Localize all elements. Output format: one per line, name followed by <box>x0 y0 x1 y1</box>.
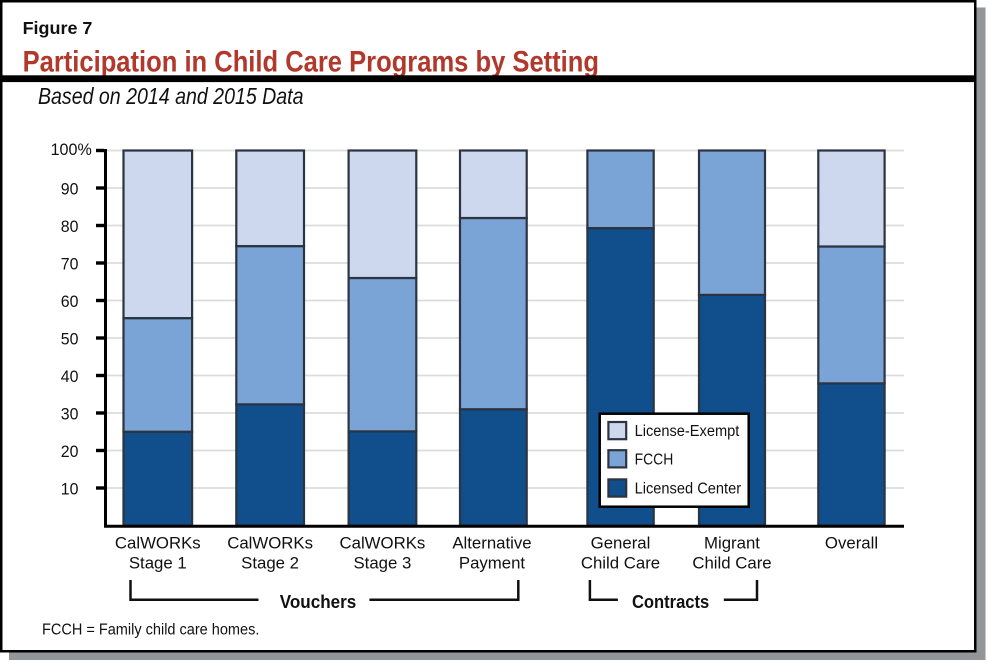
svg-text:Stage 2: Stage 2 <box>241 554 299 573</box>
svg-text:CalWORKs: CalWORKs <box>340 534 426 553</box>
svg-text:Licensed Center: Licensed Center <box>635 481 742 498</box>
svg-text:Overall: Overall <box>825 534 878 553</box>
svg-text:CalWORKs: CalWORKs <box>115 534 201 553</box>
svg-text:70: 70 <box>61 254 79 273</box>
svg-text:FCCH: FCCH <box>635 451 674 468</box>
svg-text:Payment: Payment <box>459 554 526 573</box>
svg-text:Stage 1: Stage 1 <box>129 554 187 573</box>
svg-text:Figure 7: Figure 7 <box>23 18 93 38</box>
svg-text:Contracts: Contracts <box>632 591 709 612</box>
svg-text:Child Care: Child Care <box>692 554 771 573</box>
svg-text:10: 10 <box>61 479 79 498</box>
svg-text:Based on 2014 and 2015 Data: Based on 2014 and 2015 Data <box>38 83 304 109</box>
svg-text:60: 60 <box>61 292 79 311</box>
svg-text:License-Exempt: License-Exempt <box>635 423 740 440</box>
svg-text:Alternative: Alternative <box>452 534 531 553</box>
svg-text:20: 20 <box>61 442 79 461</box>
svg-text:Migrant: Migrant <box>704 534 760 553</box>
svg-text:Stage 3: Stage 3 <box>353 554 411 573</box>
svg-text:Child Care: Child Care <box>581 554 660 573</box>
svg-text:General: General <box>591 534 651 553</box>
svg-text:40: 40 <box>61 367 79 386</box>
svg-text:100%: 100% <box>51 140 92 159</box>
svg-text:Vouchers: Vouchers <box>280 591 357 612</box>
svg-text:30: 30 <box>61 404 79 423</box>
svg-text:90: 90 <box>61 179 79 198</box>
svg-text:50: 50 <box>61 329 79 348</box>
svg-text:80: 80 <box>61 217 79 236</box>
svg-text:FCCH = Family child care homes: FCCH = Family child care homes. <box>42 622 259 639</box>
svg-text:CalWORKs: CalWORKs <box>227 534 313 553</box>
svg-text:Participation in Child Care Pr: Participation in Child Care Programs by … <box>23 46 599 78</box>
